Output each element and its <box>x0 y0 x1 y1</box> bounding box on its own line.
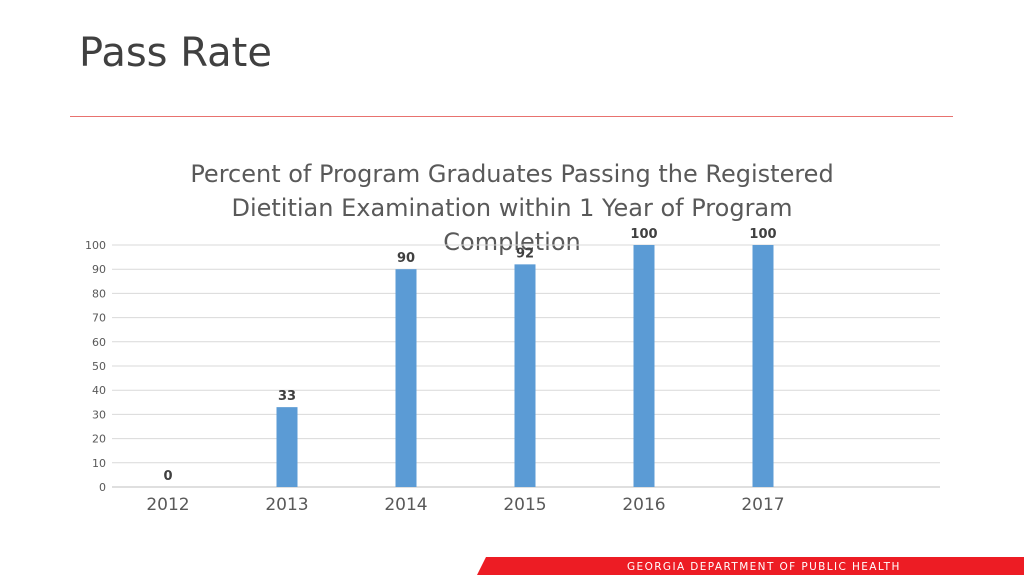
bar <box>514 264 536 487</box>
y-tick-label: 10 <box>92 457 106 470</box>
footer-organization: GEORGIA DEPARTMENT OF PUBLIC HEALTH <box>627 561 901 573</box>
x-tick-label: 2017 <box>741 495 784 515</box>
x-tick-label: 2015 <box>503 495 546 515</box>
y-axis-ticks: 0 10 20 30 40 50 60 70 80 90 100 <box>85 239 106 494</box>
y-tick-label: 50 <box>92 360 106 373</box>
x-tick-label: 2012 <box>146 495 189 515</box>
bar <box>276 407 298 487</box>
y-tick-label: 30 <box>92 408 106 421</box>
footer-red-band <box>477 557 1024 575</box>
chart-title-line-3: Completion <box>443 228 580 256</box>
data-label: 100 <box>749 227 776 242</box>
chart-title-line-2: Dietitian Examination within 1 Year of P… <box>231 194 792 222</box>
bar <box>633 245 655 487</box>
slide-title: Pass Rate <box>79 30 272 76</box>
data-label: 92 <box>516 246 534 261</box>
x-tick-label: 2013 <box>265 495 308 515</box>
y-tick-label: 90 <box>92 263 106 276</box>
y-tick-label: 70 <box>92 312 106 325</box>
title-divider <box>70 116 953 117</box>
data-label: 90 <box>397 251 415 266</box>
chart-title-line-1: Percent of Program Graduates Passing the… <box>190 160 833 188</box>
y-tick-label: 100 <box>85 239 106 252</box>
y-tick-label: 80 <box>92 287 106 300</box>
bars <box>276 245 774 487</box>
data-label: 100 <box>630 227 657 242</box>
bar <box>752 245 774 487</box>
x-tick-label: 2014 <box>384 495 427 515</box>
data-label: 0 <box>163 469 172 484</box>
x-tick-label: 2016 <box>622 495 665 515</box>
data-labels: 0 33 90 92 100 100 <box>163 227 776 484</box>
y-tick-label: 0 <box>99 481 106 494</box>
y-tick-label: 40 <box>92 384 106 397</box>
x-axis-ticks: 2012 2013 2014 2015 2016 2017 <box>146 495 784 515</box>
y-tick-label: 60 <box>92 336 106 349</box>
data-label: 33 <box>278 389 296 404</box>
chart-title: Percent of Program Graduates Passing the… <box>190 160 833 256</box>
bar <box>395 269 417 487</box>
y-tick-label: 20 <box>92 433 106 446</box>
